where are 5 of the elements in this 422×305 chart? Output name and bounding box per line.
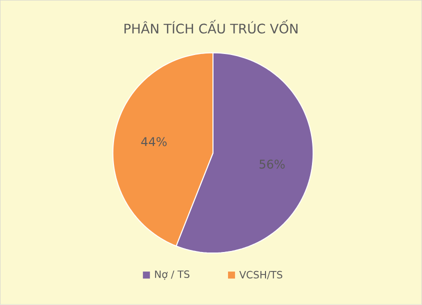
data-label: 56%	[260, 160, 285, 169]
legend-label: Nợ / TS	[155, 270, 190, 280]
chart-title: PHÂN TÍCH CẤU TRÚC VỐN	[124, 20, 298, 34]
data-label: 44%	[141, 137, 167, 146]
legend-label: VCSH/TS	[239, 270, 282, 280]
